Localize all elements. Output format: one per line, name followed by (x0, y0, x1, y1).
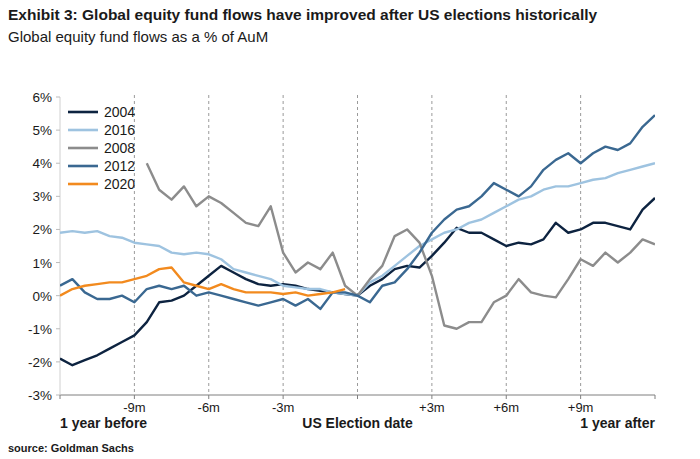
grid-line (208, 95, 209, 395)
y-axis: -3% -2% -1% 0% 1% 2% 3% 4% 5% 6% (28, 90, 60, 403)
x-tick (60, 395, 61, 399)
x-tick (134, 395, 135, 399)
x-tick (655, 395, 656, 399)
legend-label: 2004 (104, 104, 135, 120)
x-tick (506, 395, 507, 399)
x-tick-label: +9m (568, 400, 594, 415)
legend-label: 2012 (104, 158, 135, 174)
x-tick-label: -9m (123, 400, 145, 415)
y-tick-label: -2% (28, 355, 52, 370)
grid-line (357, 95, 358, 395)
x-tick-label: 1 year before (60, 415, 147, 431)
y-tick-label: 6% (32, 90, 52, 105)
series-line (60, 268, 345, 296)
x-tick (580, 395, 581, 399)
x-tick (357, 395, 358, 399)
y-tick (56, 395, 60, 396)
y-axis-line (60, 97, 61, 395)
title: Exhibit 3: Global equity fund flows have… (8, 6, 598, 23)
series-group (60, 115, 655, 365)
grid-line (431, 95, 432, 395)
series-line (147, 163, 655, 329)
y-tick (56, 361, 60, 362)
x-axis: 1 year before-9m -6m -3m US Election date +3… (60, 395, 656, 431)
x-tick-label: -6m (198, 400, 220, 415)
x-tick (431, 395, 432, 399)
x-tick-label: -3m (272, 400, 294, 415)
x-tick-label: +3m (419, 400, 445, 415)
y-tick (56, 130, 60, 131)
y-tick (56, 262, 60, 263)
legend-label: 2016 (104, 122, 135, 138)
x-tick-label: +6m (493, 400, 519, 415)
y-tick-label: 5% (32, 123, 52, 138)
legend: 2004 2016 2008 2012 2020 (68, 104, 135, 192)
legend-swatch (68, 183, 98, 186)
y-tick-label: 1% (32, 256, 52, 271)
y-tick-label: 4% (32, 156, 52, 171)
x-tick-label: US Election date (302, 415, 413, 431)
source: source: Goldman Sachs (8, 442, 134, 454)
legend-label: 2020 (104, 176, 135, 192)
y-tick-label: 0% (32, 289, 52, 304)
grid-line (283, 95, 284, 395)
y-tick (56, 196, 60, 197)
legend-swatch (68, 111, 98, 114)
series-line (60, 115, 655, 309)
legend-swatch (68, 129, 98, 132)
x-tick (208, 395, 209, 399)
y-tick (56, 295, 60, 296)
y-tick-label: 3% (32, 189, 52, 204)
y-tick-label: -1% (28, 322, 52, 337)
y-tick (56, 97, 60, 98)
y-tick-label: -3% (28, 388, 52, 403)
legend-swatch (68, 165, 98, 168)
y-tick-label: 2% (32, 222, 52, 237)
y-tick (56, 328, 60, 329)
chart: Exhibit 3: Global equity fund flows have… (0, 0, 700, 459)
x-tick (283, 395, 284, 399)
legend-swatch (68, 147, 98, 150)
series-line (60, 163, 655, 295)
x-tick-label: 1 year after (580, 415, 655, 431)
y-tick (56, 163, 60, 164)
subtitle: Global equity fund flows as a % of AuM (8, 28, 268, 45)
legend-label: 2008 (104, 140, 135, 156)
y-tick (56, 229, 60, 230)
grid-line (580, 95, 581, 395)
